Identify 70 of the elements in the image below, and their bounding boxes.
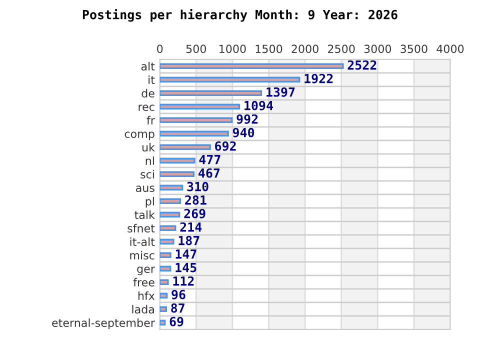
data-label: 69	[170, 316, 184, 326]
bar	[160, 76, 300, 83]
bar	[160, 225, 176, 232]
y-tick-label: eternal-september	[52, 318, 155, 330]
data-label: 214	[180, 222, 202, 232]
bar	[160, 184, 184, 191]
data-label: 310	[187, 182, 208, 192]
y-tick-label: ger	[137, 266, 155, 276]
y-tick-label: uk	[142, 142, 155, 152]
y-tick-label: de	[142, 88, 154, 98]
y-tick-label: misc	[130, 250, 154, 260]
bar	[160, 279, 169, 286]
bar	[160, 252, 172, 258]
y-tick-label: free	[133, 278, 154, 287]
y-tick-label: fr	[146, 116, 155, 124]
bar	[160, 63, 344, 70]
data-label: 477	[199, 154, 220, 164]
x-tick-label: 4000	[436, 44, 464, 54]
data-label: 992	[236, 114, 258, 124]
data-label: 940	[232, 128, 254, 138]
bar	[160, 198, 182, 204]
bar	[160, 266, 172, 272]
x-tick-label: 1000	[220, 44, 246, 54]
data-label: 147	[176, 249, 196, 259]
bar	[160, 158, 196, 164]
bar	[160, 171, 195, 178]
bar	[160, 306, 167, 312]
bar	[160, 90, 262, 96]
bar	[160, 117, 233, 124]
x-tick-label: 0	[157, 44, 163, 54]
y-tick-label: hfx	[138, 291, 155, 300]
x-tick-label: 3500	[400, 44, 428, 54]
data-label: 1094	[244, 100, 273, 110]
y-tick-label: nl	[146, 156, 154, 165]
bar	[160, 292, 168, 299]
y-tick-label: rec	[138, 104, 154, 112]
data-label: 112	[173, 276, 194, 286]
bar	[160, 104, 240, 110]
chart-title: Postings per hierarchy Month: 9 Year: 2026	[82, 9, 398, 22]
y-tick-label: alt	[141, 62, 155, 71]
x-tick-label: 500	[186, 44, 206, 54]
data-label: 87	[171, 303, 184, 313]
data-label: 1922	[304, 74, 333, 84]
bar	[160, 144, 211, 150]
data-label: 96	[172, 290, 186, 300]
data-label: 692	[215, 141, 236, 151]
x-tick-label: 2500	[328, 44, 355, 54]
bar	[160, 320, 166, 326]
x-tick-label: 2000	[292, 44, 318, 54]
data-label: 145	[176, 262, 196, 272]
bar	[160, 130, 229, 137]
data-label: 281	[185, 195, 206, 205]
data-label: 467	[198, 168, 220, 178]
y-tick-label: aus	[136, 186, 154, 192]
y-tick-label: comp	[124, 132, 154, 140]
x-tick-label: 3000	[364, 44, 392, 54]
data-label: 269	[184, 208, 206, 218]
y-tick-label: pl	[146, 196, 154, 208]
y-tick-label: lada	[132, 304, 154, 314]
x-tick-label: 1500	[256, 44, 282, 54]
y-tick-label: it	[148, 75, 155, 84]
data-label: 187	[178, 236, 200, 246]
y-tick-label: sci	[140, 170, 154, 179]
data-label: 2522	[348, 60, 376, 70]
bar	[160, 238, 174, 245]
y-tick-label: it-alt	[130, 237, 155, 246]
bar	[160, 212, 180, 218]
y-tick-label: talk	[134, 210, 155, 220]
y-tick-label: sfnet	[128, 224, 155, 233]
data-label: 1397	[266, 87, 295, 97]
